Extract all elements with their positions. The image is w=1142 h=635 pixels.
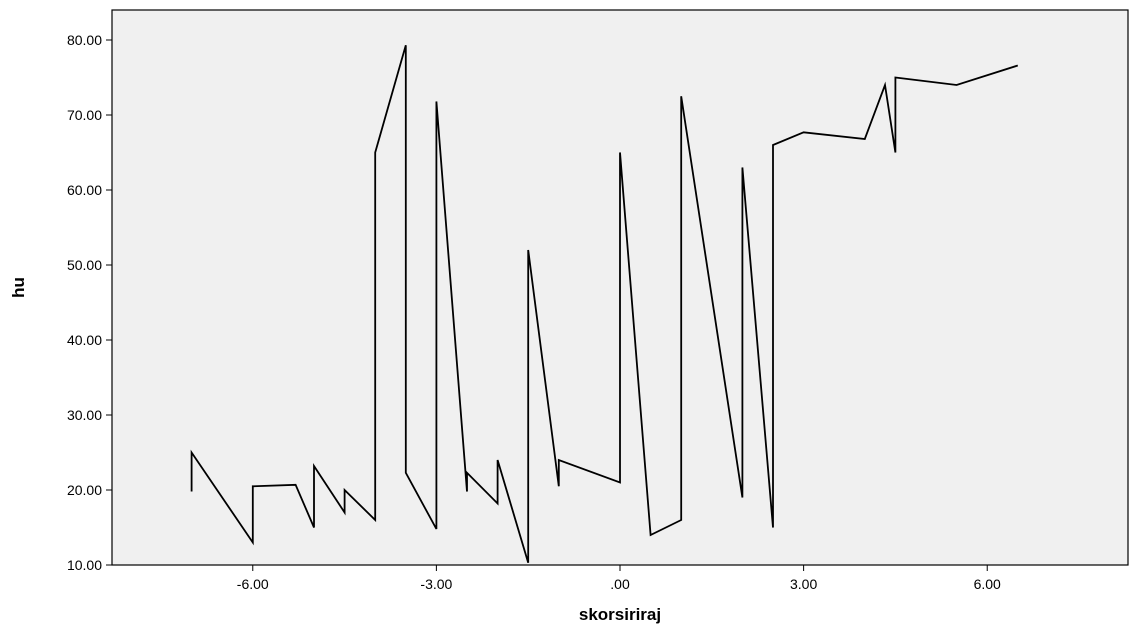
y-tick-label: 30.00: [67, 407, 102, 423]
y-tick-label: 10.00: [67, 557, 102, 573]
y-tick-label: 40.00: [67, 332, 102, 348]
y-tick-label: 70.00: [67, 107, 102, 123]
y-tick-label: 20.00: [67, 482, 102, 498]
x-tick-label: 6.00: [974, 576, 1001, 592]
x-tick-label: -6.00: [237, 576, 269, 592]
y-tick-label: 60.00: [67, 182, 102, 198]
y-tick-label: 50.00: [67, 257, 102, 273]
x-tick-label: .00: [610, 576, 630, 592]
y-axis: 10.00 20.00 30.00 40.00 50.00 60.00 70.00 80.00: [67, 32, 112, 573]
y-axis-title: hu: [9, 277, 28, 298]
x-tick-label: -3.00: [420, 576, 452, 592]
x-tick-label: 3.00: [790, 576, 817, 592]
y-tick-label: 80.00: [67, 32, 102, 48]
x-axis-title: skorsiriraj: [579, 605, 661, 624]
x-axis: -6.00 -3.00 .00 3.00 6.00: [237, 565, 1001, 592]
series-line: [190, 45, 1019, 564]
